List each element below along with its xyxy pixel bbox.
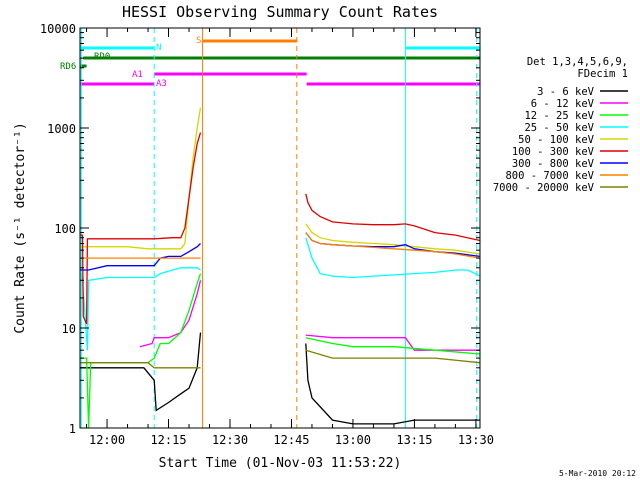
- y-tick-label: 100: [54, 222, 76, 236]
- series-line-0-seg1: [305, 343, 480, 425]
- x-tick-label: 12:45: [273, 433, 309, 447]
- flag-label-rd6: RD6: [60, 62, 76, 72]
- flag-label-n: N: [156, 43, 161, 53]
- series-lines: [80, 107, 481, 429]
- y-tick-label: 1: [69, 422, 76, 436]
- y-axis: 1 10 100 1000 10000: [40, 22, 480, 436]
- flag-label-s: S: [196, 36, 201, 46]
- x-tick-label: 13:15: [396, 433, 432, 447]
- legend-entry-label: 100 - 300 keV: [512, 146, 595, 158]
- y-axis-label: Count Rate (s⁻¹ detector⁻¹): [13, 122, 28, 333]
- series-line-1-seg0: [139, 280, 202, 348]
- vertical-markers: [80, 28, 478, 428]
- flag-label-rd0: RD0: [94, 52, 110, 62]
- series-line-8-seg1: [305, 349, 481, 364]
- legend-entry-label: 800 - 7000 keV: [505, 170, 594, 182]
- legend-entry-label: 50 - 100 keV: [518, 134, 595, 146]
- x-axis: 12:00 12:15 12:30 12:45 13:00 13:15 13:30: [86, 28, 494, 447]
- y-tick-label: 10: [62, 322, 76, 336]
- legend-entry-label: 25 - 50 keV: [524, 122, 594, 134]
- series-line-5-seg0: [80, 132, 202, 325]
- series-line-0-seg0: [80, 332, 202, 412]
- flag-label-a1: A1: [132, 70, 143, 80]
- series-line-5-seg1: [305, 193, 481, 242]
- legend-entry-label: 6 - 12 keV: [531, 98, 595, 110]
- date-stamp: 5-Mar-2010 20:12: [559, 469, 636, 478]
- legend-entry-label: 7000 - 20000 keV: [493, 182, 595, 194]
- series-line-7-seg1: [305, 232, 481, 259]
- series-line-4-seg1: [305, 223, 481, 255]
- x-tick-label: 12:00: [89, 433, 125, 447]
- y-tick-label: 10000: [40, 22, 76, 36]
- x-tick-label: 13:30: [458, 433, 494, 447]
- y-tick-label: 1000: [47, 122, 76, 136]
- legend-header-line: FDecim 1: [577, 68, 628, 80]
- legend-entry-label: 3 - 6 keV: [537, 86, 595, 98]
- series-line-6-seg0: [80, 243, 201, 271]
- x-tick-label: 13:00: [335, 433, 371, 447]
- series-line-3-seg0: [80, 267, 201, 351]
- x-axis-label: Start Time (01-Nov-03 11:53:22): [159, 456, 402, 471]
- series-line-3-seg1: [305, 237, 481, 279]
- x-tick-label: 12:30: [212, 433, 248, 447]
- series-line-2-seg1: [305, 337, 481, 355]
- legend-entry-label: 12 - 25 keV: [524, 110, 594, 122]
- series-line-4-seg0: [80, 107, 202, 250]
- x-tick-label: 12:15: [150, 433, 186, 447]
- legend-entry-label: 300 - 800 keV: [512, 158, 595, 170]
- legend-header-line: Det 1,3,4,5,6,9,: [527, 56, 628, 68]
- series-line-8-seg0: [80, 362, 201, 369]
- flag-label-a3: A3: [156, 79, 167, 89]
- chart-title: HESSI Observing Summary Count Rates: [122, 3, 438, 21]
